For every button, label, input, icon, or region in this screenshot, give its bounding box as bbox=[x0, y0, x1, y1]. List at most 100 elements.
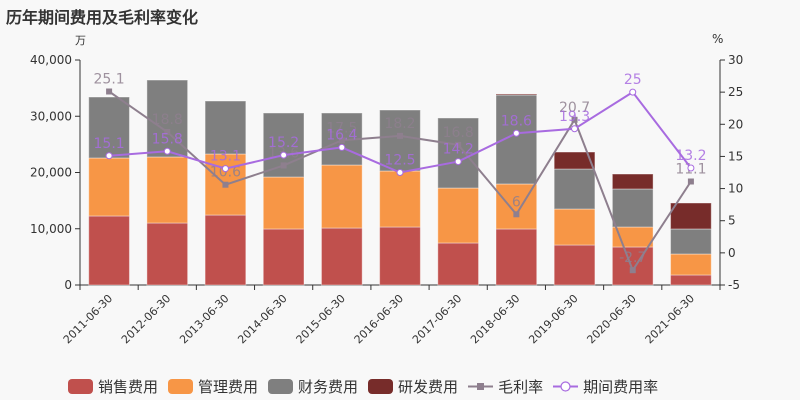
data-label: 10.6 bbox=[210, 165, 241, 181]
legend-item[interactable]: 管理费用 bbox=[168, 376, 258, 397]
legend-label: 销售费用 bbox=[98, 378, 159, 396]
legend-item[interactable]: 研发费用 bbox=[368, 376, 458, 397]
data-label: 19.3 bbox=[559, 109, 590, 125]
bar-segment bbox=[88, 157, 130, 217]
bar-segment bbox=[553, 151, 596, 170]
data-label: 15.8 bbox=[152, 131, 183, 147]
legend-item[interactable]: 毛利率 bbox=[468, 376, 543, 397]
data-label: 15.2 bbox=[268, 135, 299, 151]
bar-segment bbox=[495, 228, 538, 286]
bar-segment bbox=[670, 228, 712, 255]
legend-item[interactable]: 期间费用率 bbox=[553, 376, 658, 397]
data-label: 25.1 bbox=[94, 72, 125, 88]
right-axis-tick-label: 15 bbox=[728, 149, 743, 163]
bar-segment bbox=[379, 226, 421, 286]
x-axis-tick-label: 2016-06-30 bbox=[352, 292, 406, 346]
bar-segment bbox=[262, 176, 305, 230]
right-axis-tick-label: 5 bbox=[728, 214, 736, 228]
right-axis-tick-label: 10 bbox=[728, 182, 743, 196]
legend-label: 管理费用 bbox=[198, 378, 259, 396]
x-axis-tick-label: 2019-06-30 bbox=[526, 292, 580, 346]
right-axis-tick-label: 20 bbox=[728, 117, 743, 131]
data-label: 15.1 bbox=[94, 136, 125, 152]
data-marker bbox=[222, 181, 229, 188]
data-label: 6 bbox=[512, 194, 521, 210]
data-label: 13.1 bbox=[210, 149, 241, 165]
data-marker bbox=[106, 88, 113, 95]
legend-square-marker-icon bbox=[468, 379, 494, 394]
bar-segment bbox=[320, 227, 363, 286]
data-label: 18.6 bbox=[501, 113, 532, 129]
data-marker bbox=[513, 211, 520, 218]
x-axis-tick-label: 2012-06-30 bbox=[119, 292, 173, 346]
legend-label: 毛利率 bbox=[498, 378, 544, 396]
legend-item[interactable]: 财务费用 bbox=[268, 376, 358, 397]
bar-segment bbox=[553, 208, 596, 246]
data-label: 13.2 bbox=[675, 148, 706, 164]
legend-item[interactable]: 销售费用 bbox=[68, 376, 158, 397]
bar-segment bbox=[146, 222, 189, 286]
legend-swatch-icon bbox=[368, 379, 394, 394]
data-label: 12.5 bbox=[384, 153, 415, 169]
data-marker bbox=[629, 88, 637, 96]
legend-label: 财务费用 bbox=[298, 378, 359, 396]
bar-segment bbox=[88, 96, 130, 159]
legend-swatch-icon bbox=[168, 379, 194, 394]
bar-segment bbox=[262, 228, 305, 286]
data-label: 16.8 bbox=[443, 125, 474, 141]
data-marker bbox=[280, 151, 288, 159]
legend-circle-marker-icon bbox=[553, 379, 579, 394]
x-axis-tick-label: 2018-06-30 bbox=[468, 292, 522, 346]
data-label: 16.4 bbox=[326, 127, 357, 143]
left-axis-tick-label: 20,000 bbox=[30, 166, 72, 180]
bar-segment bbox=[611, 226, 654, 248]
data-marker bbox=[687, 164, 695, 172]
data-marker bbox=[629, 267, 636, 274]
data-marker bbox=[455, 141, 462, 148]
data-marker bbox=[164, 129, 171, 135]
x-axis-tick-label: 2017-06-30 bbox=[410, 292, 464, 346]
data-label: 20.7 bbox=[559, 100, 590, 116]
left-axis-tick-label: 30,000 bbox=[30, 109, 72, 123]
right-axis-tick-label: 25 bbox=[728, 85, 743, 99]
legend-swatch-icon bbox=[268, 379, 294, 394]
data-label: 18.8 bbox=[152, 112, 183, 128]
data-marker bbox=[687, 178, 694, 185]
data-marker bbox=[571, 116, 578, 123]
x-axis-tick-label: 2021-06-30 bbox=[643, 292, 697, 346]
bar-segment bbox=[611, 188, 654, 228]
data-marker bbox=[338, 137, 345, 144]
data-label: 25 bbox=[624, 72, 642, 88]
left-axis-tick-label: 10,000 bbox=[30, 222, 72, 236]
bar-segment bbox=[611, 173, 654, 190]
bar-segment bbox=[553, 244, 596, 286]
data-marker bbox=[105, 152, 113, 160]
bar-segment bbox=[437, 242, 480, 286]
bar-segment bbox=[437, 187, 480, 244]
data-marker bbox=[571, 125, 579, 133]
bar-segment bbox=[553, 168, 596, 210]
data-marker bbox=[163, 147, 171, 155]
bar-segment bbox=[204, 100, 247, 155]
right-axis-tick-label: 30 bbox=[728, 53, 743, 67]
x-axis-tick-label: 2011-06-30 bbox=[61, 292, 115, 346]
left-axis-unit: 万 bbox=[75, 34, 86, 47]
bar-segment bbox=[495, 93, 538, 96]
legend-swatch-icon bbox=[68, 379, 93, 394]
bar-segment bbox=[611, 246, 654, 286]
legend: 销售费用 管理费用 财务费用 研发费用 毛利率 期间费用率 bbox=[68, 376, 668, 397]
left-axis-tick-label: 0 bbox=[64, 278, 72, 292]
bar-segment bbox=[146, 156, 189, 224]
legend-label: 期间费用率 bbox=[583, 378, 659, 396]
data-marker bbox=[454, 158, 462, 166]
data-marker bbox=[221, 165, 229, 173]
data-marker bbox=[512, 129, 520, 137]
bar-segment bbox=[379, 170, 421, 228]
data-label: 18.2 bbox=[384, 116, 415, 132]
bar-segment bbox=[670, 274, 712, 286]
x-axis-tick-label: 2013-06-30 bbox=[177, 292, 231, 346]
x-axis-tick-label: 2014-06-30 bbox=[235, 292, 289, 346]
data-label: -2.7 bbox=[619, 250, 646, 266]
data-label: 14.2 bbox=[443, 142, 474, 158]
